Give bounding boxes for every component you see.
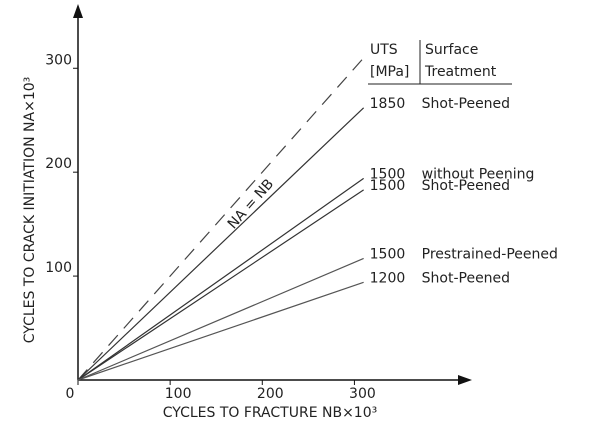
line bbox=[77, 257, 364, 381]
y-tick-label: 300 bbox=[45, 52, 72, 68]
series-treatment: without Peening bbox=[422, 166, 535, 182]
y-arrow bbox=[73, 4, 83, 18]
series-uts: 1500 bbox=[370, 166, 406, 182]
series-uts: 1500 bbox=[370, 178, 406, 194]
line bbox=[77, 57, 365, 381]
x-tick-label: 200 bbox=[257, 386, 284, 402]
line bbox=[77, 189, 364, 381]
series-treatment: Prestrained-Peened bbox=[422, 246, 558, 262]
line bbox=[77, 107, 365, 381]
x-axis-label: CYCLES TO FRACTURE NB×10³ bbox=[163, 405, 377, 421]
y-tick-label: 100 bbox=[45, 260, 72, 276]
line bbox=[77, 281, 364, 381]
series-treatment: Shot-Peened bbox=[422, 96, 510, 112]
line bbox=[77, 177, 364, 381]
series-treatment: Shot-Peened bbox=[422, 270, 510, 286]
series-uts: 1200 bbox=[370, 270, 406, 286]
legend-header: Surface bbox=[425, 42, 478, 58]
y-tick-label: 200 bbox=[45, 156, 72, 172]
legend-header: Treatment bbox=[424, 64, 497, 80]
x-tick-label: 0 bbox=[66, 386, 75, 402]
legend-header: [MPa] bbox=[370, 64, 409, 80]
series-uts: 1500 bbox=[370, 246, 406, 262]
legend-header: UTS bbox=[370, 42, 398, 58]
x-arrow bbox=[458, 375, 472, 385]
x-tick-label: 100 bbox=[165, 386, 192, 402]
series-treatment: Shot-Peened bbox=[422, 178, 510, 194]
x-tick-label: 300 bbox=[349, 386, 376, 402]
series-uts: 1850 bbox=[370, 96, 406, 112]
y-axis-label: CYCLES TO CRACK INITIATION NA×10³ bbox=[22, 77, 38, 344]
